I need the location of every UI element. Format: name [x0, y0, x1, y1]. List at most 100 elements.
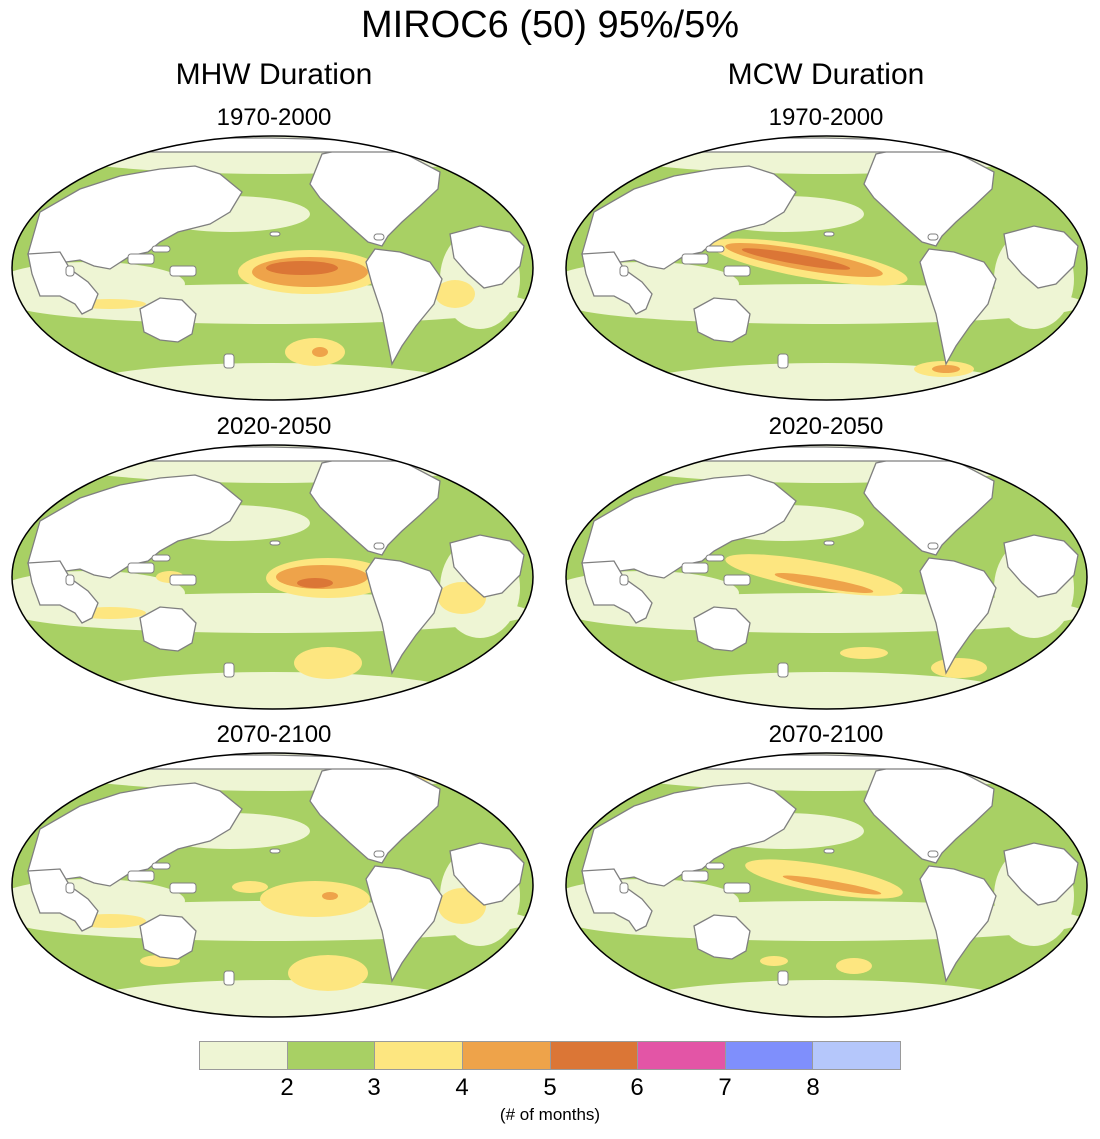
- map-boundary: [11, 752, 534, 1018]
- island: [169, 265, 197, 277]
- island: [151, 862, 171, 870]
- column-title-mhw: MHW Duration: [175, 58, 373, 91]
- colorbar-tick-label: 8: [806, 1074, 820, 1101]
- map-field: [566, 753, 1087, 1017]
- island: [681, 870, 709, 882]
- island: [619, 265, 629, 277]
- low-duration-band: [626, 672, 1026, 709]
- map-field: [566, 136, 1087, 400]
- colorbar-swatch: [638, 1042, 726, 1069]
- land-mass: [365, 865, 443, 983]
- island: [705, 554, 725, 562]
- land-mass: [39, 446, 517, 462]
- duration-anomaly-region: [981, 150, 991, 158]
- land-mass: [438, 147, 473, 169]
- colorbar-swatch: [725, 1042, 814, 1069]
- island: [269, 231, 281, 237]
- colorbar-tick-label: 4: [455, 1074, 469, 1101]
- colorbar-swatch: [813, 1042, 900, 1069]
- island: [777, 970, 789, 986]
- land-mass: [919, 248, 997, 366]
- map-mhw-2070-2100: [11, 752, 534, 1018]
- island: [823, 848, 835, 854]
- map-boundary: [565, 135, 1088, 401]
- low-duration-band: [72, 980, 472, 1017]
- island: [65, 882, 75, 894]
- land-mass: [992, 147, 1027, 169]
- island: [169, 882, 197, 894]
- duration-anomaly-region: [297, 578, 333, 588]
- map-mhw-1970-2000: [11, 135, 534, 401]
- island: [223, 970, 235, 986]
- island: [619, 574, 629, 586]
- duration-anomaly-region: [642, 146, 666, 154]
- land-mass: [449, 842, 525, 906]
- land-mass: [1003, 842, 1079, 906]
- land-mass: [593, 137, 1071, 153]
- duration-anomaly-region: [418, 146, 442, 158]
- island: [681, 253, 709, 265]
- island: [65, 574, 75, 586]
- island: [681, 562, 709, 574]
- land-mass: [693, 914, 751, 960]
- land-mass: [139, 606, 197, 652]
- land-mass: [581, 165, 797, 270]
- panel-title-mcw-2070: 2070-2100: [768, 721, 884, 748]
- land-mass: [992, 764, 1027, 786]
- land-mass: [449, 225, 525, 289]
- map-mcw-2020-2050: [565, 444, 1088, 710]
- panel-title-mhw-2070: 2070-2100: [216, 721, 332, 748]
- land-mass: [27, 165, 243, 270]
- colorbar-tick-label: 7: [718, 1074, 732, 1101]
- land-mass: [139, 914, 197, 960]
- duration-anomaly-region: [294, 647, 362, 679]
- duration-anomaly-region: [782, 875, 882, 895]
- land-mass: [365, 248, 443, 366]
- colorbar-swatch: [550, 1042, 639, 1069]
- land-mass: [693, 606, 751, 652]
- colorbar-tick-label: 3: [367, 1074, 381, 1101]
- duration-anomaly-region: [840, 647, 888, 659]
- land-mass: [1003, 534, 1079, 598]
- island: [169, 574, 197, 586]
- map-field: [12, 136, 533, 400]
- column-title-mcw: MCW Duration: [727, 58, 925, 91]
- land-mass: [449, 534, 525, 598]
- colorbar: [199, 1041, 901, 1070]
- map-mcw-1970-2000: [565, 135, 1088, 401]
- island: [151, 554, 171, 562]
- island: [619, 882, 629, 894]
- duration-anomaly-region: [760, 956, 788, 966]
- duration-anomaly-region: [232, 881, 268, 893]
- island: [65, 265, 75, 277]
- colorbar-swatch: [287, 1042, 376, 1069]
- land-mass: [438, 764, 473, 786]
- colorbar-swatch: [375, 1042, 463, 1069]
- land-mass: [919, 557, 997, 675]
- land-mass: [581, 782, 797, 887]
- map-field: [12, 445, 533, 709]
- figure-title: MIROC6 (50) 95%/5%: [360, 4, 739, 46]
- island: [777, 353, 789, 369]
- island: [151, 245, 171, 253]
- land-mass: [39, 754, 517, 770]
- land-mass: [39, 137, 517, 153]
- island: [823, 540, 835, 546]
- island: [927, 233, 939, 241]
- land-mass: [139, 297, 197, 343]
- land-mass: [27, 474, 243, 579]
- low-duration-band: [626, 980, 1026, 1017]
- duration-anomaly-region: [438, 582, 486, 614]
- duration-anomaly-region: [981, 459, 991, 467]
- duration-anomaly-region: [836, 958, 872, 974]
- duration-anomaly-region: [932, 365, 960, 373]
- duration-anomaly-region: [931, 658, 987, 678]
- low-duration-band: [626, 363, 1026, 400]
- land-mass: [438, 456, 473, 478]
- duration-anomaly-region: [642, 763, 666, 771]
- island: [927, 542, 939, 550]
- land-mass: [27, 782, 243, 887]
- colorbar-unit-label: (# of months): [499, 1105, 601, 1124]
- land-mass: [593, 754, 1071, 770]
- duration-anomaly-region: [774, 573, 874, 593]
